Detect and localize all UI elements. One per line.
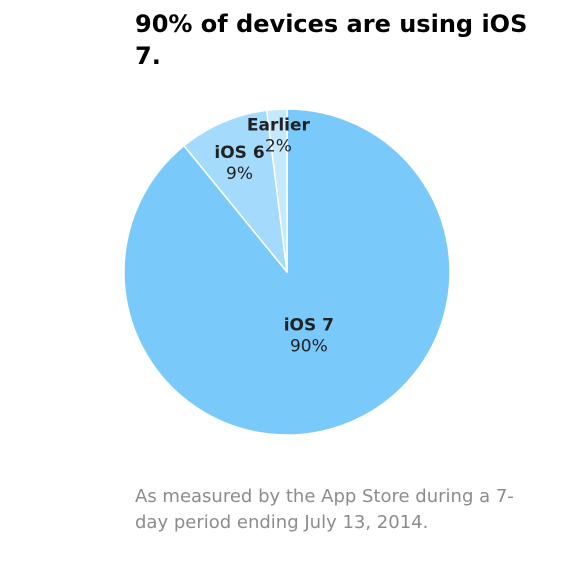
pie-slices — [123, 108, 451, 436]
pie-slice-earlier — [266, 108, 288, 273]
slice-value-earlier: 2% — [265, 137, 292, 157]
pie-slice-ios-6 — [183, 109, 288, 273]
slice-value-ios-7: 90% — [290, 336, 328, 356]
chart-title: 90% of devices are using iOS 7. — [135, 10, 528, 70]
slice-label-ios-6: iOS 6 — [214, 143, 264, 163]
footnote: As measured by the App Store during a 7-… — [135, 486, 514, 533]
slice-label-earlier: Earlier — [247, 116, 311, 136]
slice-value-ios-6: 9% — [226, 164, 253, 184]
slice-label-ios-7: iOS 7 — [284, 315, 334, 335]
